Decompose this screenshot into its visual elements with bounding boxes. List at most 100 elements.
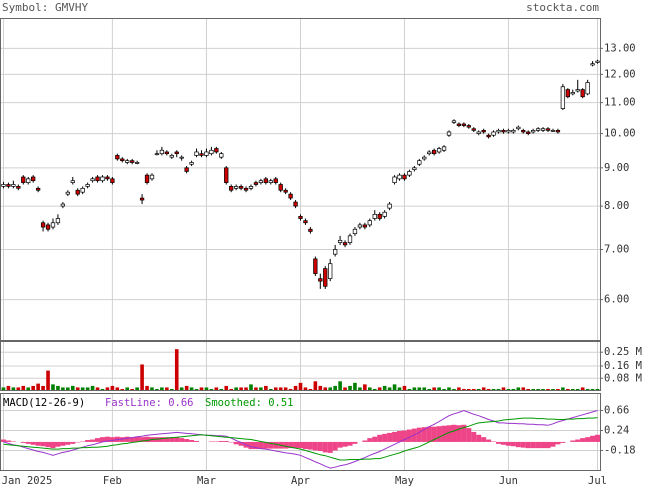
volume-bar <box>249 384 253 391</box>
volume-bar <box>585 388 590 391</box>
volume-bar <box>209 388 214 391</box>
candle-body <box>35 187 41 191</box>
macd-histogram-bar <box>595 434 601 442</box>
macd-histogram-bar <box>476 434 482 442</box>
volume-bar <box>313 381 318 391</box>
candle-body <box>248 186 254 189</box>
macd-histogram-bar <box>293 441 299 449</box>
candle-body <box>164 151 169 155</box>
volume-bar <box>41 385 45 391</box>
candle-body <box>85 184 90 187</box>
macd-histogram-bar <box>0 439 6 442</box>
candle-body <box>318 278 323 282</box>
macd-histogram-bar <box>451 424 457 442</box>
volume-bar <box>501 387 506 391</box>
candle-body <box>31 176 36 182</box>
y-tick-label: -0.18 <box>604 445 636 457</box>
volume-bar <box>179 387 184 391</box>
macd-histogram-bar <box>164 437 170 442</box>
candle-body <box>303 220 308 224</box>
macd-histogram-bar <box>159 437 165 442</box>
macd-histogram-bar <box>590 435 596 442</box>
candle-body <box>194 151 199 156</box>
macd-histogram-bar <box>238 441 244 446</box>
macd-histogram-bar <box>124 436 130 442</box>
volume-bar <box>387 387 392 391</box>
volume-bar <box>407 388 412 391</box>
candle-body <box>209 149 214 155</box>
macd-frame <box>0 393 601 471</box>
macd-histogram-bar <box>233 441 239 445</box>
macd-histogram-bar <box>530 441 536 449</box>
candle-body <box>501 130 506 133</box>
candle-body <box>328 263 333 279</box>
macd-histogram-bar <box>129 437 135 442</box>
macd-histogram-bar <box>312 441 318 451</box>
macd-histogram-bar <box>575 439 581 442</box>
candle-body <box>179 156 184 159</box>
macd-histogram-bar <box>174 437 180 442</box>
y-tick-label: 7.00 <box>604 243 629 255</box>
volume-bar <box>308 388 313 391</box>
candle-body <box>565 89 570 98</box>
volume-bar <box>570 388 575 391</box>
macd-histogram-bar <box>520 441 526 448</box>
candle-body <box>243 187 249 191</box>
macd-histogram-bar <box>426 426 432 442</box>
candle-body <box>422 156 427 160</box>
volume-bar <box>36 383 40 391</box>
y-tick-label: 12.00 <box>604 68 636 80</box>
candle-body <box>570 92 575 95</box>
volume-bar <box>259 387 263 391</box>
volume-bar <box>447 387 451 391</box>
volume-bar <box>283 387 288 391</box>
x-tick-label: Feb <box>103 475 122 486</box>
macd-histogram-bar <box>352 441 358 444</box>
volume-bar <box>372 388 377 391</box>
x-tick-label: Apr <box>291 475 310 486</box>
volume-bar <box>546 388 550 391</box>
candle-body <box>466 125 471 128</box>
volume-bar <box>21 385 26 391</box>
macd-line <box>3 417 598 461</box>
macd-histogram-bar <box>60 441 66 446</box>
macd-histogram-bar <box>342 441 348 447</box>
candle-body <box>545 128 551 131</box>
macd-histogram-bar <box>109 437 115 442</box>
volume-bar <box>61 387 65 391</box>
macd-histogram-bar <box>392 431 398 442</box>
macd-histogram-bar <box>218 440 224 442</box>
candle-body <box>347 235 353 243</box>
volume-bar <box>491 388 496 391</box>
volume-bar <box>244 387 248 391</box>
macd-histogram-bar <box>169 437 175 442</box>
volume-bar <box>338 381 342 391</box>
volume-bar <box>174 349 179 391</box>
y-tick-label: 11.00 <box>604 97 636 109</box>
volume-bar <box>368 387 372 391</box>
volume-bar <box>194 388 199 391</box>
candle-body <box>550 130 556 132</box>
candle-body <box>50 222 56 228</box>
volume-bar <box>476 388 481 391</box>
volume-bar <box>511 388 516 391</box>
candle-body <box>342 242 348 246</box>
macd-histogram-bar <box>486 439 492 442</box>
volume-bar <box>75 387 80 391</box>
volume-bar <box>392 384 397 391</box>
candle-body <box>417 160 422 165</box>
macd-histogram-bar <box>189 440 195 442</box>
candle-body <box>412 167 417 170</box>
volume-bar <box>293 385 298 391</box>
macd-histogram-bar <box>540 441 546 449</box>
macd-histogram-bar <box>525 441 531 449</box>
candle-body <box>476 131 481 134</box>
macd-histogram-bar <box>95 438 101 442</box>
volume-bar <box>31 385 35 391</box>
candle-body <box>456 123 462 126</box>
candle-body <box>283 189 288 193</box>
candle-body <box>392 176 397 183</box>
volume-bar <box>536 388 540 391</box>
volume-bar <box>105 387 110 391</box>
candle-body <box>21 176 26 183</box>
